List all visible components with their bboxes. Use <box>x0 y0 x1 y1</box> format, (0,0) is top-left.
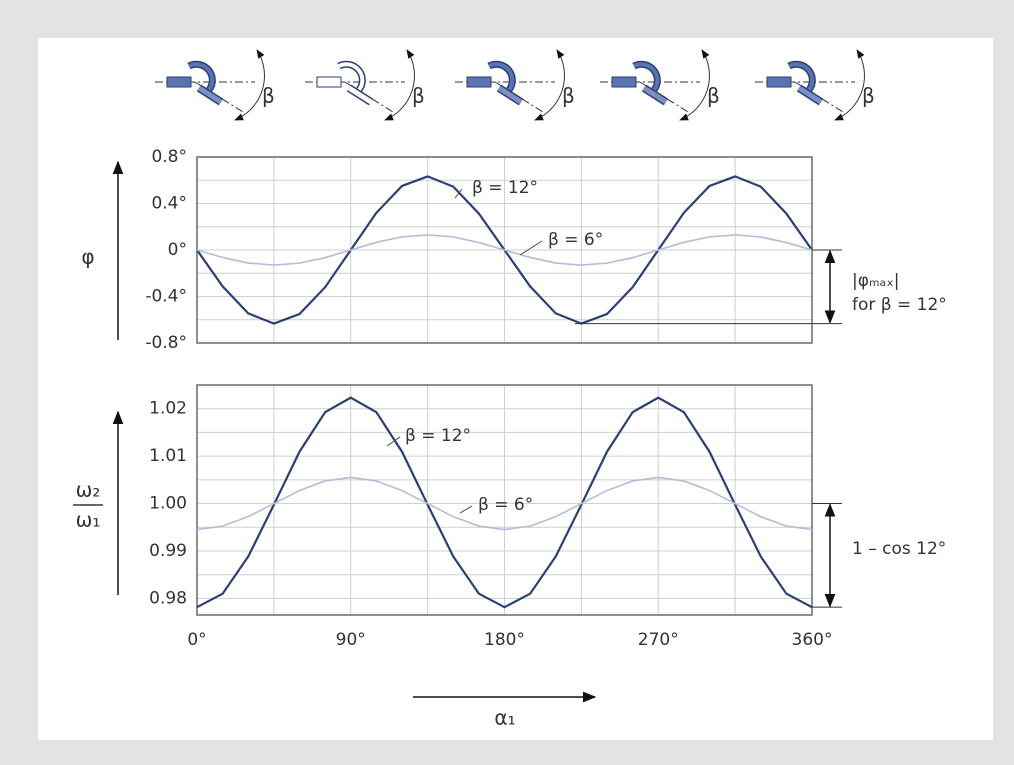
shaft-inner <box>642 85 668 105</box>
shaft-inner <box>347 85 373 105</box>
y-axis-label: φ <box>81 245 94 269</box>
shaft <box>166 76 192 88</box>
shaft <box>466 76 492 88</box>
y-tick-label: -0.8° <box>145 333 187 353</box>
angle-arc <box>384 49 415 121</box>
plots: 0.8°0.4°0°-0.4°-0.8°β = 12°β = 6°1.021.0… <box>145 147 842 650</box>
shaft-inner <box>197 85 223 105</box>
y-tick-label: 0.99 <box>149 541 187 561</box>
y-tick-label: 1.00 <box>149 494 187 514</box>
y-tick-label: 1.02 <box>149 399 187 419</box>
y-tick-label: 0.4° <box>151 194 187 214</box>
angle-label: β <box>707 84 720 108</box>
plot-frame <box>196 384 813 616</box>
shaft <box>766 76 792 88</box>
label-leader <box>386 436 401 447</box>
yoke-inner <box>633 62 660 92</box>
yoke-inner <box>188 62 215 92</box>
joint-icon: β <box>155 49 275 121</box>
shaft <box>611 76 637 88</box>
joint-icon: β <box>600 49 720 121</box>
yoke-inner <box>488 62 515 92</box>
angle-label: β <box>862 84 875 108</box>
yoke-inner <box>338 62 365 92</box>
series-line <box>196 234 813 266</box>
angle-arc <box>534 49 565 121</box>
y-tick-label: 0.8° <box>151 147 187 167</box>
x-axis-label: α₁ <box>494 706 515 730</box>
yoke-inner <box>788 62 815 92</box>
shaft-inner <box>797 85 823 105</box>
joint-icon: β <box>755 49 875 121</box>
x-tick-label: 360° <box>792 630 833 650</box>
label-leader <box>519 240 543 256</box>
y-tick-label: -0.4° <box>145 287 187 307</box>
x-tick-label: 270° <box>638 630 679 650</box>
angle-label: β <box>562 84 575 108</box>
chart: 1.02 1.01 1.00 0.99 0.98 0° 90° 180° 270° 360° β =… <box>149 384 842 650</box>
y-axis-label: ω₂ <box>76 478 101 502</box>
joint-icon: β <box>455 49 575 121</box>
series-label: β = 12° <box>472 178 538 198</box>
angle-label: β <box>412 84 425 108</box>
x-tick-label: 180° <box>484 630 525 650</box>
y-tick-label: 0° <box>168 240 187 260</box>
angle-label: β <box>262 84 275 108</box>
chart: 0.8° 0.4° 0° -0.4° -0.8° β = 12° β = 6° <box>145 147 842 353</box>
label-leader <box>459 505 473 514</box>
shaft-inner <box>497 85 523 105</box>
annotation: |φₘₐₓ| <box>852 271 899 291</box>
x-tick-label: 90° <box>336 630 366 650</box>
series-line <box>196 396 813 609</box>
annotation: for β = 12° <box>852 295 947 315</box>
angle-arc <box>234 49 265 121</box>
series-line <box>196 476 813 531</box>
y-tick-label: 1.01 <box>149 446 187 466</box>
series-label: β = 6° <box>548 230 603 250</box>
joint-icon: β <box>305 49 425 121</box>
label-leader <box>454 188 463 199</box>
angle-arc <box>679 49 710 121</box>
y-tick-label: 0.98 <box>149 588 187 608</box>
series-label: β = 6° <box>478 495 533 515</box>
shaft <box>316 76 342 88</box>
x-tick-label: 0° <box>187 630 206 650</box>
annotation: 1 – cos 12° <box>852 539 946 559</box>
angle-arc <box>834 49 865 121</box>
y-axis-label: ω₁ <box>76 508 101 532</box>
series-label: β = 12° <box>405 426 471 446</box>
